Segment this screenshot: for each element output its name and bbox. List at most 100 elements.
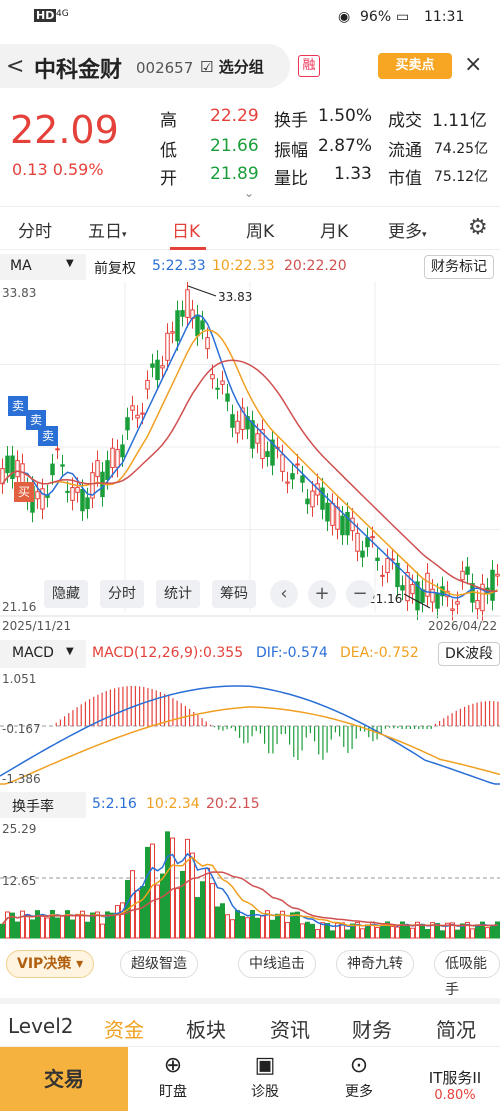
candle-body (280, 454, 285, 472)
vol-ratio-label: 量比 (274, 169, 308, 189)
pulse-icon: ▣ (254, 1053, 276, 1078)
candle-body (285, 481, 290, 484)
turnover-bar (0, 923, 5, 939)
tab-monthly-k[interactable]: 月K (320, 222, 349, 242)
tab-profile[interactable]: 简况 (436, 1018, 476, 1042)
sell-signal-2[interactable]: 卖 (26, 410, 46, 430)
ma-legend: MA ▼ 前复权 5:22.33 10:22.33 20:22.20 财务标记 (0, 254, 500, 280)
turnover-bar (40, 915, 45, 939)
turnover-bar (105, 911, 110, 939)
sell-signal-1[interactable]: 卖 (8, 396, 28, 416)
finance-marker-button[interactable]: 财务标记 (424, 255, 494, 279)
kline-chart[interactable] (0, 282, 500, 634)
turnover-bar (255, 917, 260, 939)
candle-body (415, 581, 420, 611)
high-value: 22.29 (210, 106, 259, 126)
tab-more[interactable]: 更多▾ (388, 222, 427, 242)
expand-chevron-icon[interactable]: ⌄ (244, 186, 255, 200)
candle-body (290, 473, 295, 480)
tab-capital[interactable]: 资金 (104, 1018, 144, 1042)
macd-dropdown-icon[interactable]: ▼ (66, 646, 74, 657)
zoom-out-icon[interactable]: − (346, 580, 374, 608)
tab-finance[interactable]: 财务 (352, 1018, 392, 1042)
quote-panel: 22.09 0.13 0.59% 高 22.29 低 21.66 开 21.89… (0, 100, 500, 200)
trade-button[interactable]: 交易 (0, 1047, 128, 1111)
add-group-button[interactable]: ☑ 选分组 (200, 58, 264, 76)
turnover-bar (485, 927, 490, 939)
kline-axis-top: 33.83 (2, 286, 37, 300)
tab-news[interactable]: 资讯 (270, 1018, 310, 1042)
open-label: 开 (160, 169, 177, 189)
ma-dropdown-icon[interactable]: ▼ (66, 258, 74, 269)
candle-body (260, 429, 265, 459)
tab-five-day[interactable]: 五日▾ (88, 222, 127, 242)
turnover-bar (235, 910, 240, 939)
close-icon[interactable]: × (464, 52, 483, 77)
ma-selector[interactable]: MA (10, 258, 32, 274)
turnover-bar (205, 867, 210, 939)
turnover-axis-top: 25.29 (2, 822, 37, 836)
candle-body (80, 488, 85, 512)
candle-body (250, 420, 255, 449)
turnover-bar (490, 925, 495, 939)
hide-button[interactable]: 隐藏 (44, 580, 88, 608)
dea-value: DEA:-0.752 (340, 645, 419, 661)
chip-super-manufacturing[interactable]: 超级智造 (120, 950, 198, 978)
chip-midline-chase[interactable]: 中线追击 (238, 950, 316, 978)
watch-nav[interactable]: ⊕ 盯盘 (138, 1053, 208, 1101)
turnover-bar (400, 921, 405, 939)
dk-band-button[interactable]: DK波段 (438, 642, 500, 666)
chips-button[interactable]: 筹码 (212, 580, 256, 608)
info-tabs: Level2 资金 板块 资讯 财务 简况 (0, 998, 500, 1044)
turnover-bar (310, 923, 315, 939)
turnover-bar (135, 890, 140, 939)
turnover-bar (420, 923, 425, 939)
vip-decision-button[interactable]: VIP决策 ▾ (6, 950, 95, 978)
chevron-left-icon[interactable]: ‹ (270, 580, 298, 608)
turnover-chart (0, 831, 500, 939)
signal-icon: 4G (56, 9, 69, 19)
zoom-in-icon[interactable]: + (308, 580, 336, 608)
stats-button[interactable]: 统计 (156, 580, 200, 608)
stock-header: < 中科金财 002657 ☑ 选分组 融 买卖点 × (0, 40, 500, 96)
turnover-t20: 20:2.15 (206, 796, 260, 812)
buy-sell-point-button[interactable]: 买卖点 (378, 53, 452, 79)
macd-legend: MACD ▼ MACD(12,26,9):0.355 DIF:-0.574 DE… (0, 640, 500, 668)
kline-high-marker: 33.83 (218, 290, 253, 304)
turnover-bar (345, 929, 350, 939)
candle-body (75, 486, 80, 493)
chip-magic-nine[interactable]: 神奇九转 (336, 950, 414, 978)
tab-intraday[interactable]: 分时 (18, 222, 52, 242)
tab-weekly-k[interactable]: 周K (246, 222, 275, 242)
candle-body (295, 463, 300, 466)
turnover-bar (270, 919, 275, 939)
gear-icon[interactable]: ⚙ (468, 215, 488, 240)
candle-body (160, 365, 165, 369)
turnover-bar (75, 913, 80, 939)
tab-level2[interactable]: Level2 (8, 1014, 74, 1038)
turnover-ma20-line (1, 871, 498, 927)
candle-body (305, 498, 310, 505)
turnover-label: 换手 (274, 111, 308, 131)
deal-label: 成交 (388, 111, 422, 131)
turnover-bar (465, 921, 470, 939)
buy-signal[interactable]: 买 (14, 482, 34, 502)
intraday-button[interactable]: 分时 (100, 580, 144, 608)
turnover-bar (20, 910, 25, 939)
tab-daily-k[interactable]: 日K (172, 222, 201, 242)
candle-body (450, 608, 455, 611)
it-service-nav[interactable]: IT服务II 0.80% (428, 1069, 482, 1103)
back-icon[interactable]: < (6, 54, 25, 79)
turnover-selector[interactable]: 换手率 (12, 799, 54, 815)
adjust-mode[interactable]: 前复权 (94, 261, 136, 277)
more-nav[interactable]: ⊙ 更多 (324, 1053, 394, 1101)
margin-badge[interactable]: 融 (298, 55, 320, 77)
turnover-bar (25, 914, 30, 939)
diagnose-nav[interactable]: ▣ 诊股 (230, 1053, 300, 1101)
turnover-bar (460, 923, 465, 939)
chip-low-buy[interactable]: 低吸能手 (434, 950, 500, 998)
tab-sector[interactable]: 板块 (186, 1018, 226, 1042)
candle-body (370, 536, 375, 539)
macd-selector[interactable]: MACD (12, 645, 54, 661)
sell-signal-3[interactable]: 卖 (38, 426, 58, 446)
